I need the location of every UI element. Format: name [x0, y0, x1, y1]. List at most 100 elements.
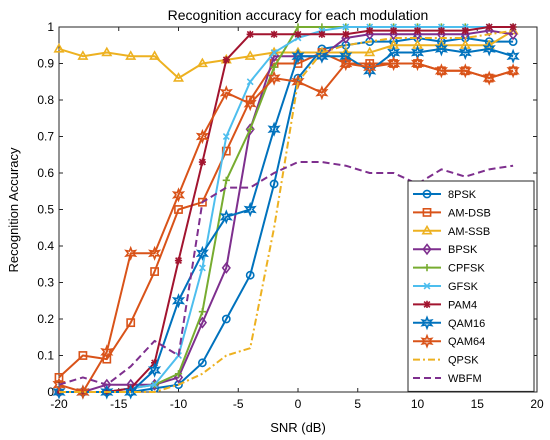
data-point	[315, 85, 329, 101]
data-point	[171, 187, 186, 203]
data-point	[364, 46, 376, 57]
data-point	[174, 205, 183, 214]
legend-marker	[421, 224, 433, 235]
y-tick-label: 0.8	[37, 93, 54, 107]
y-tick-label: 0	[47, 385, 54, 399]
data-point	[197, 316, 208, 329]
legend-label: BPSK	[448, 244, 478, 256]
data-point	[195, 245, 209, 261]
y-tick-label: 0.5	[37, 203, 54, 217]
y-tick-label: 0.1	[37, 349, 54, 363]
axis-ticks: -20 -15 -10 -5 0 5 10 15 20 0 0.1 0.2 0.3 0.4 0.5 0.6 0.…	[37, 20, 544, 411]
x-tick-label: -20	[50, 397, 68, 411]
legend-label: WBFM	[448, 373, 482, 385]
legend-entry: CPFSK	[413, 263, 485, 275]
data-point	[53, 42, 65, 53]
data-point	[294, 23, 302, 31]
legend-marker	[423, 300, 431, 308]
data-point	[318, 23, 326, 31]
data-point	[315, 48, 329, 64]
data-point	[222, 133, 230, 140]
data-point	[126, 318, 136, 328]
data-point	[458, 63, 472, 79]
x-tick-label: 0	[295, 397, 302, 411]
data-point	[198, 158, 206, 166]
data-point	[244, 50, 256, 60]
data-point	[76, 384, 90, 400]
legend-label: 8PSK	[448, 189, 477, 201]
data-point	[387, 55, 401, 72]
data-point	[246, 125, 254, 133]
data-point	[413, 27, 422, 35]
series-line	[58, 161, 514, 386]
data-point	[151, 381, 159, 389]
legend-label: AM-SSB	[448, 226, 490, 238]
data-point	[482, 41, 496, 57]
legend-label: QAM64	[448, 336, 485, 348]
data-point	[508, 28, 518, 41]
data-point	[390, 27, 398, 35]
data-point	[219, 209, 233, 225]
data-point	[221, 261, 231, 274]
data-point	[243, 96, 257, 112]
data-point	[174, 257, 183, 265]
data-point	[222, 56, 230, 64]
legend-entry: QAM16	[413, 315, 485, 331]
y-tick-label: 0.3	[37, 276, 54, 290]
legend-entry: BPSK	[413, 243, 478, 256]
y-axis-label: Recognition Accuracy	[6, 147, 21, 273]
data-point	[174, 370, 183, 378]
legend-marker	[420, 333, 434, 349]
data-point	[124, 245, 138, 261]
data-point	[222, 176, 230, 184]
x-tick-label: 20	[530, 397, 544, 411]
series-wbfm	[58, 161, 514, 386]
data-point	[339, 48, 353, 64]
data-point	[318, 30, 326, 38]
data-point	[100, 384, 114, 400]
data-point	[150, 267, 159, 276]
legend-label: AM-DSB	[448, 207, 491, 219]
legend-entry: AM-SSB	[413, 224, 490, 238]
y-tick-label: 0.7	[37, 130, 54, 144]
data-point	[506, 63, 520, 79]
data-point	[52, 384, 66, 400]
data-point	[509, 23, 517, 31]
data-point	[246, 78, 254, 86]
data-point	[198, 264, 206, 272]
data-point	[267, 121, 281, 137]
data-point	[172, 72, 185, 82]
data-point	[125, 50, 137, 60]
legend-marker	[422, 189, 432, 199]
data-point	[77, 50, 89, 60]
legend-label: QAM16	[448, 318, 485, 330]
legend-entry: GFSK	[413, 281, 479, 293]
legend-marker	[422, 243, 432, 256]
data-point	[198, 308, 206, 316]
data-point	[78, 351, 88, 360]
legend-entry: WBFM	[413, 373, 482, 385]
data-point	[461, 27, 469, 35]
legend: 8PSK AM-DSB AM-SSB BPSK CPFSK GFSK PAM4 QAM16 QA…	[407, 180, 535, 392]
data-point	[246, 30, 254, 38]
data-point	[267, 70, 281, 86]
x-tick-label: 15	[471, 397, 485, 411]
legend-entry: AM-DSB	[413, 207, 491, 219]
data-point	[458, 44, 472, 61]
legend-marker	[420, 315, 434, 331]
legend-entry: QAM64	[413, 333, 485, 349]
data-point	[291, 48, 305, 64]
data-point	[148, 362, 162, 378]
series-line	[59, 29, 514, 393]
data-point	[506, 48, 520, 64]
data-point	[434, 63, 448, 79]
data-point	[148, 245, 162, 261]
series-line	[59, 26, 514, 393]
x-tick-label: 5	[354, 397, 361, 411]
legend-label: PAM4	[448, 299, 477, 311]
series-line	[58, 29, 514, 80]
data-point	[124, 384, 138, 400]
legend-label: QPSK	[448, 355, 479, 367]
data-point	[100, 344, 114, 360]
